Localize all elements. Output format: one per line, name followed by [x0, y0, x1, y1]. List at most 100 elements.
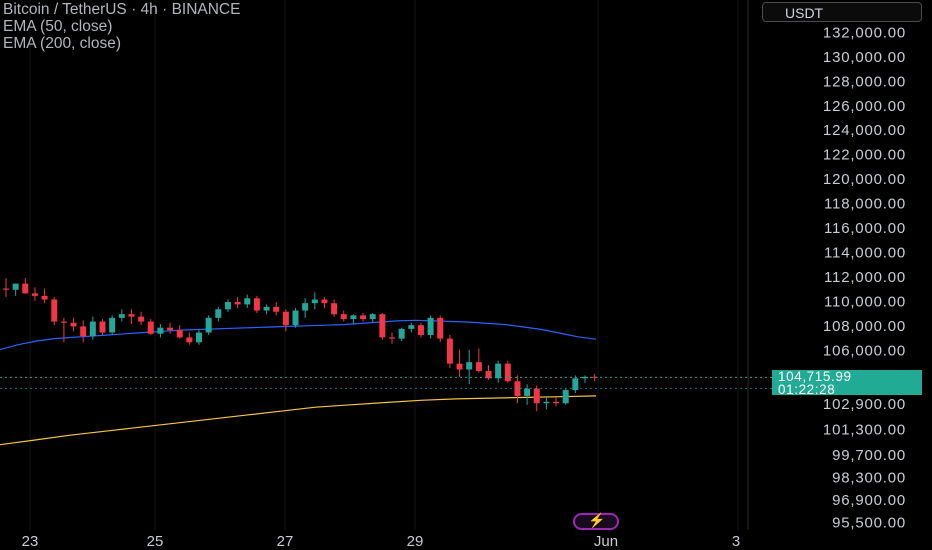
candle-body	[80, 326, 87, 337]
candle-body	[360, 315, 367, 320]
candle-body	[398, 328, 405, 339]
candle-body	[22, 283, 29, 294]
ema50-line	[0, 319, 597, 351]
candle-body	[302, 303, 309, 311]
candle-body	[321, 299, 328, 304]
candles-layer	[3, 278, 598, 412]
candle-body	[118, 314, 125, 318]
y-tick-label: 122,000.00	[823, 147, 906, 164]
y-tick-label: 101,300.00	[823, 422, 906, 439]
candle-body	[186, 337, 193, 343]
candle-body	[466, 362, 473, 370]
candle-body	[109, 317, 116, 333]
candle-body	[553, 401, 560, 404]
candle-body	[543, 401, 550, 404]
candle-body	[533, 388, 540, 404]
y-tick-label: 116,000.00	[824, 220, 906, 237]
y-tick-label: 128,000.00	[823, 73, 906, 90]
candle-body	[263, 306, 270, 311]
candle-body	[273, 306, 280, 312]
candle-body	[99, 321, 106, 333]
candle-body	[417, 325, 424, 335]
candle-body	[591, 376, 598, 378]
last-price-tag: 104,715.99 01:22:28	[772, 370, 922, 395]
y-tick-label: 98,300.00	[832, 470, 906, 487]
candle-body	[224, 301, 231, 310]
candle-body	[147, 321, 154, 334]
ema200-legend[interactable]: EMA (200, close)	[3, 35, 122, 52]
ema50-layer	[0, 319, 597, 351]
candle-body	[524, 388, 531, 396]
bar-countdown: 01:22:28	[778, 381, 836, 397]
ema50-legend[interactable]: EMA (50, close)	[3, 18, 113, 35]
candle-body	[389, 337, 395, 339]
candle-body	[128, 314, 135, 317]
candle-body	[408, 325, 415, 329]
y-tick-label: 124,000.00	[823, 122, 906, 139]
candle-body	[350, 315, 357, 320]
price-axis[interactable]: 132,000.00 130,000.00 128,000.00 126,000.00…	[823, 24, 906, 531]
last-price-line	[0, 376, 772, 389]
candle-body	[60, 321, 67, 323]
candle-body	[176, 330, 183, 338]
chart-legend: Bitcoin / TetherUS · 4h · BINANCE EMA (5…	[3, 1, 240, 52]
candle-body	[485, 370, 492, 379]
y-tick-label: 99,700.00	[832, 447, 906, 464]
ema200-line	[0, 395, 597, 446]
time-axis[interactable]: 23 25 27 29 Jun 3	[22, 533, 741, 550]
candle-body	[495, 363, 502, 379]
candle-body	[70, 322, 77, 327]
x-tick-label: Jun	[594, 533, 618, 550]
y-tick-label: 126,000.00	[823, 98, 906, 115]
x-tick-label: 27	[277, 533, 294, 550]
candle-body	[41, 295, 48, 300]
candle-body	[292, 310, 299, 326]
candle-body	[234, 301, 241, 305]
y-tick-label: 112,000.00	[824, 269, 906, 286]
y-tick-label: 132,000.00	[823, 24, 906, 41]
candle-body	[157, 327, 164, 334]
x-tick-label: 25	[147, 533, 164, 550]
x-tick-label: 23	[22, 533, 39, 550]
chart-grid	[29, 0, 749, 530]
candle-body	[427, 317, 434, 335]
candle-body	[475, 362, 482, 371]
candle-body	[12, 283, 19, 290]
candle-body	[456, 363, 463, 370]
y-tick-label: 120,000.00	[823, 171, 906, 188]
candle-body	[437, 317, 444, 339]
last-price-value: 104,715.99	[778, 369, 852, 384]
y-tick-label: 118,000.00	[824, 196, 906, 213]
candle-body	[446, 338, 453, 364]
y-tick-label: 108,000.00	[823, 318, 906, 335]
candle-body	[167, 327, 174, 331]
y-tick-label: 95,500.00	[832, 514, 906, 531]
candle-body	[244, 298, 251, 305]
candle-body	[331, 303, 338, 315]
candle-body	[253, 298, 260, 311]
ema200-layer	[0, 395, 597, 446]
y-tick-label: 114,000.00	[824, 244, 906, 261]
candle-body	[514, 381, 521, 396]
candle-body	[562, 390, 569, 404]
alert-button[interactable]: ⚡	[573, 512, 619, 530]
candle-body	[504, 363, 511, 382]
candle-body	[572, 378, 579, 391]
candle-body	[51, 299, 58, 322]
y-tick-label: 96,900.00	[832, 492, 906, 509]
candle-body	[379, 314, 386, 338]
candle-body	[3, 288, 9, 290]
x-tick-label: 3	[732, 533, 740, 550]
currency-button[interactable]: USDT	[762, 2, 922, 22]
symbol-title[interactable]: Bitcoin / TetherUS · 4h · BINANCE	[3, 1, 241, 18]
y-tick-label: 110,000.00	[824, 293, 906, 310]
candle-body	[282, 311, 289, 326]
y-tick-label: 130,000.00	[823, 49, 906, 66]
candle-body	[311, 299, 318, 304]
candle-body	[340, 314, 347, 320]
candle-body	[369, 314, 376, 320]
candle-body	[196, 332, 202, 343]
y-tick-label: 106,000.00	[823, 342, 906, 359]
lightning-alert-icon: ⚡	[588, 512, 606, 528]
